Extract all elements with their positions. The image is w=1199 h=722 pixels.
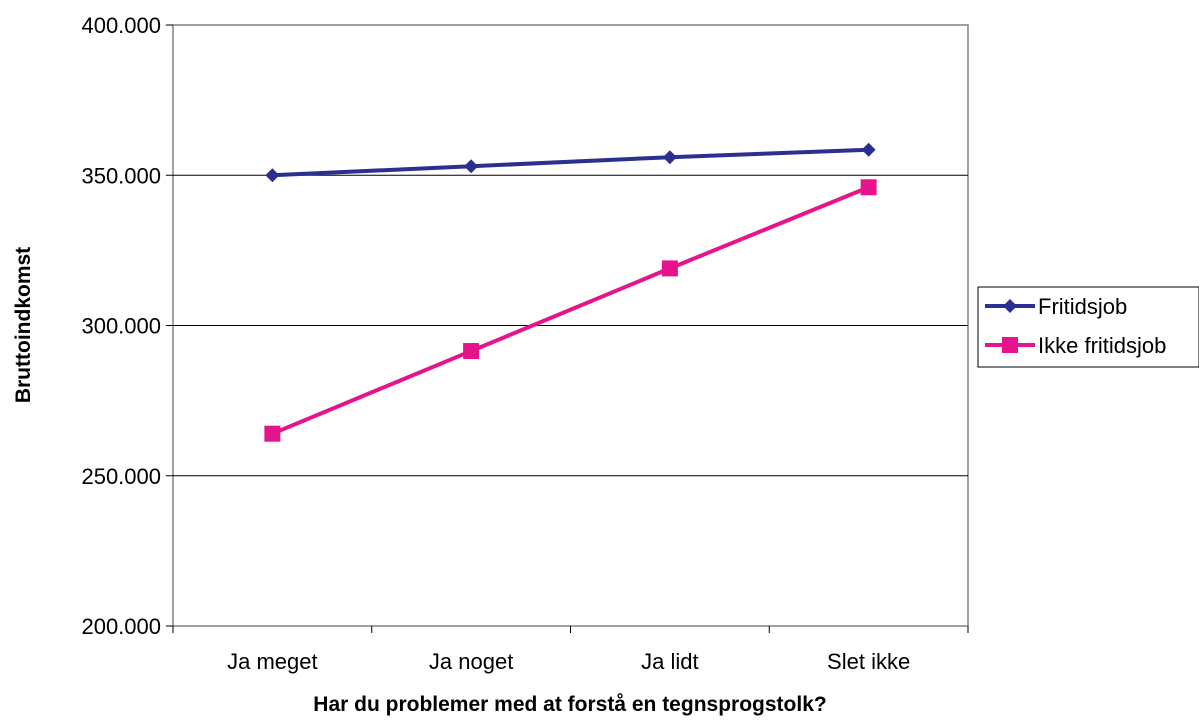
y-axis: 200.000 250.000 300.000 350.000 400.000 [81,13,173,639]
series-ikke-fritidsjob [264,179,877,442]
legend-item: Fritidsjob [985,294,1127,319]
x-axis-title: Har du problemer med at forstå en tegnsp… [313,693,826,716]
series-line [271,185,870,436]
square-marker [860,179,877,196]
series-fritidsjob [265,142,876,183]
legend: Fritidsjob Ikke fritidsjob [977,286,1199,368]
series-line [272,147,869,178]
legend-box [977,286,1199,368]
y-tick-label: 300.000 [81,314,161,339]
square-marker [1002,337,1018,353]
series-group [264,142,877,442]
diamond-marker [464,159,479,174]
x-tick-label: Ja noget [429,649,513,674]
square-marker [264,425,281,442]
x-tick-label: Ja lidt [641,649,698,674]
y-tick-label: 400.000 [81,13,161,38]
diamond-marker [265,168,280,183]
y-tick-label: 350.000 [81,163,161,188]
legend-label: Fritidsjob [1038,294,1127,319]
x-tick-label: Ja meget [227,649,318,674]
legend-item: Ikke fritidsjob [985,333,1166,358]
diamond-marker [662,150,677,165]
diamond-marker [1003,299,1017,313]
legend-label: Ikke fritidsjob [1038,333,1166,358]
y-tick-label: 200.000 [81,614,161,639]
x-tick-label: Slet ikke [827,649,910,674]
y-axis-title: Bruttoindkomst [12,247,35,403]
square-marker [463,343,480,360]
diamond-marker [861,142,876,157]
x-axis: Ja meget Ja noget Ja lidt Slet ikke [172,626,969,674]
square-marker [661,260,678,277]
y-tick-label: 250.000 [81,464,161,489]
